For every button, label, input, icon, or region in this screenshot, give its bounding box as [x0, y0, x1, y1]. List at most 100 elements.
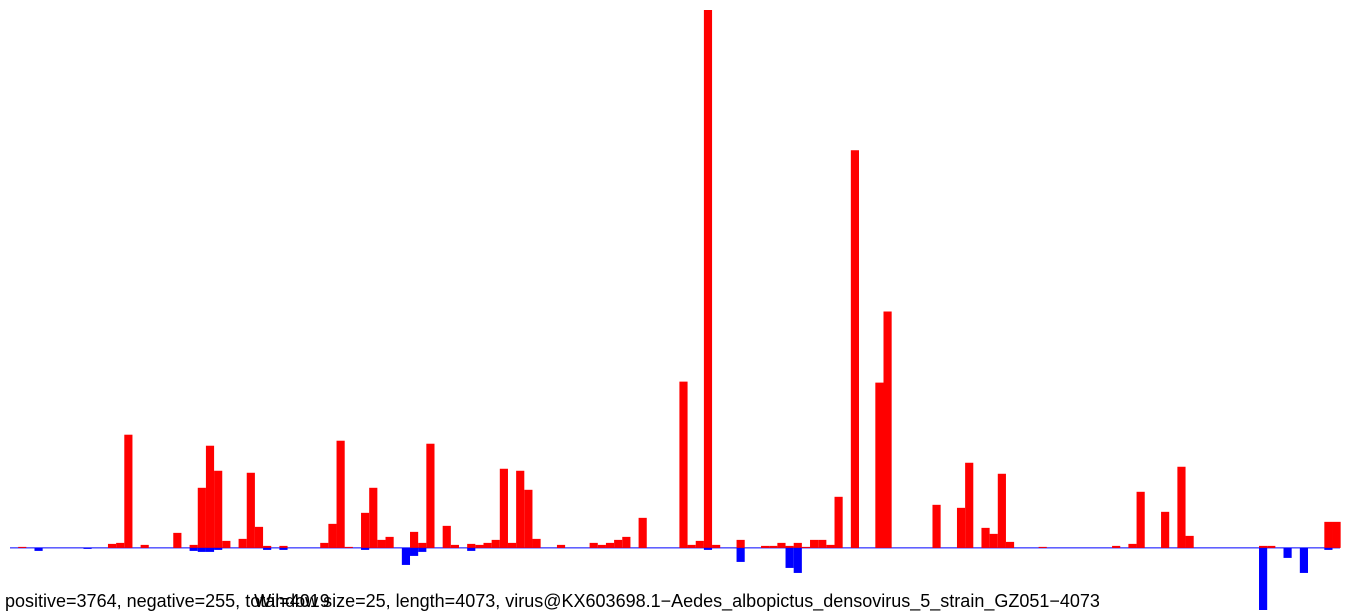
bar — [818, 539, 827, 548]
bar — [263, 545, 272, 548]
bar — [475, 544, 484, 548]
bar — [116, 542, 125, 548]
bar — [834, 496, 843, 548]
bar — [263, 547, 272, 550]
bar — [205, 547, 215, 552]
bar — [214, 470, 223, 548]
bar — [679, 381, 688, 548]
bar — [189, 547, 198, 551]
bar — [1136, 491, 1145, 548]
bar — [361, 547, 370, 550]
bar — [883, 311, 892, 548]
bar — [189, 544, 198, 548]
bar — [450, 544, 459, 548]
bar — [638, 517, 647, 548]
bar — [703, 10, 713, 548]
bar — [197, 547, 206, 552]
bar — [736, 539, 745, 548]
bar — [410, 531, 419, 548]
bar — [761, 545, 770, 548]
bar — [328, 523, 337, 548]
bar — [932, 504, 941, 548]
bar — [597, 544, 606, 548]
bar — [605, 542, 615, 548]
bar — [1267, 545, 1276, 548]
bar — [1038, 546, 1047, 548]
bar — [238, 538, 247, 548]
bar — [83, 547, 92, 549]
bar — [1332, 521, 1341, 548]
bar — [712, 544, 721, 548]
bar — [197, 487, 206, 548]
bar — [377, 539, 386, 548]
bar — [320, 542, 329, 548]
bar — [442, 525, 451, 548]
bar — [703, 547, 713, 550]
bar — [34, 547, 43, 551]
bar — [214, 547, 223, 550]
bar — [336, 440, 345, 548]
bar — [507, 542, 517, 548]
bar — [361, 512, 370, 548]
bar — [410, 547, 419, 556]
bar — [801, 546, 811, 548]
bar — [793, 547, 802, 573]
bar — [736, 547, 745, 562]
bar — [614, 539, 623, 548]
bar — [850, 150, 860, 548]
bar — [205, 445, 215, 548]
window-label: Window size=25, length=4073, virus@KX603… — [254, 591, 1100, 612]
bar — [344, 546, 353, 548]
bar — [516, 470, 525, 548]
bar — [793, 542, 802, 548]
bar — [1259, 545, 1268, 548]
bar — [687, 544, 696, 548]
bar — [499, 468, 508, 548]
bar — [467, 543, 476, 548]
bar — [369, 487, 378, 548]
bar — [1005, 541, 1015, 548]
bar — [279, 547, 288, 550]
bar — [385, 536, 394, 548]
bar — [769, 545, 778, 548]
bar — [1185, 535, 1194, 548]
bar — [989, 533, 998, 548]
bar — [1324, 547, 1333, 550]
bar — [556, 544, 566, 548]
bar — [785, 545, 794, 548]
bar — [965, 462, 974, 548]
bar — [777, 542, 786, 548]
bar — [418, 547, 427, 552]
bar — [279, 545, 288, 548]
bar — [622, 536, 631, 548]
bar — [875, 382, 884, 548]
bar — [246, 472, 255, 548]
bar — [483, 542, 492, 548]
bar — [589, 542, 598, 548]
bar — [695, 540, 704, 548]
bar — [467, 547, 476, 551]
bar — [1259, 547, 1268, 610]
bar — [785, 547, 794, 568]
bar — [222, 540, 231, 548]
bar — [956, 507, 966, 548]
bar — [532, 538, 541, 548]
bar — [1161, 511, 1170, 548]
bar — [1324, 521, 1333, 548]
bar — [826, 544, 835, 548]
bar — [173, 532, 182, 548]
bar — [981, 527, 990, 548]
bar — [418, 542, 427, 548]
bar — [1177, 466, 1186, 548]
bar — [107, 543, 117, 548]
bar — [18, 546, 27, 548]
bar — [426, 443, 435, 548]
bar — [124, 434, 133, 548]
bar — [1128, 543, 1137, 548]
bar — [1299, 547, 1308, 573]
bar — [491, 539, 500, 548]
bar — [1112, 545, 1121, 548]
bar — [810, 539, 819, 548]
